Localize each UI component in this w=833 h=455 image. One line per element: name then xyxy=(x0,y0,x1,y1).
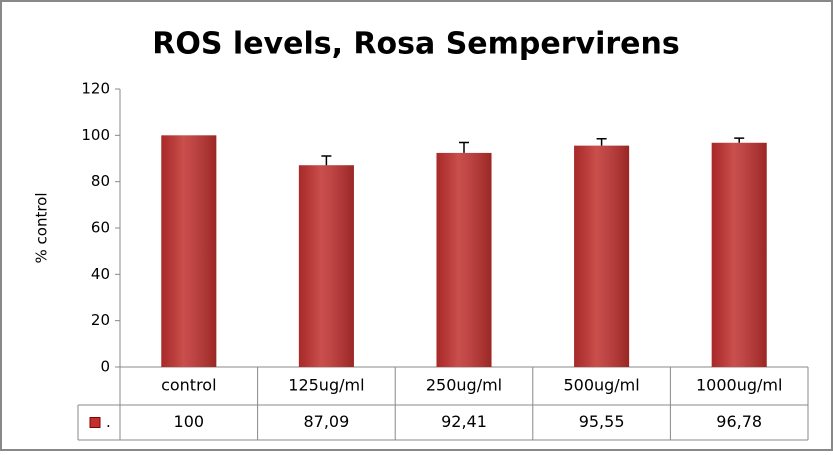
y-tick-label: 100 xyxy=(81,126,110,144)
value-label: 95,55 xyxy=(579,412,625,431)
y-tick-label: 20 xyxy=(91,311,110,329)
value-label: 100 xyxy=(174,412,205,431)
error-bar xyxy=(734,137,745,143)
error-bar xyxy=(459,141,469,153)
x-tick-label: 1000ug/ml xyxy=(696,376,782,395)
x-tick-label: 500ug/ml xyxy=(563,376,639,395)
y-tick-label: 40 xyxy=(91,265,110,283)
y-tick-label: 80 xyxy=(91,172,110,190)
error-bar xyxy=(596,137,607,146)
bar-shade xyxy=(161,135,217,367)
bar-shade xyxy=(574,145,630,367)
y-tick-label: 60 xyxy=(91,219,110,237)
x-tick-label: 125ug/ml xyxy=(288,376,364,395)
value-label: 92,41 xyxy=(441,412,487,431)
chart-title: ROS levels, Rosa Sempervirens xyxy=(152,27,679,62)
error-bar xyxy=(321,155,332,166)
y-axis-title: % control xyxy=(33,192,51,263)
bar-shade xyxy=(436,152,492,367)
value-label: 87,09 xyxy=(303,412,349,431)
legend-label: . xyxy=(106,413,111,431)
y-tick-label: 120 xyxy=(81,80,110,98)
bar-shade xyxy=(711,142,767,367)
bar-shade xyxy=(298,165,354,367)
y-tick-label: 0 xyxy=(100,358,110,376)
legend-key xyxy=(89,417,101,428)
value-label: 96,78 xyxy=(716,412,762,431)
x-tick-label: 250ug/ml xyxy=(426,376,502,395)
x-tick-label: control xyxy=(161,376,216,395)
